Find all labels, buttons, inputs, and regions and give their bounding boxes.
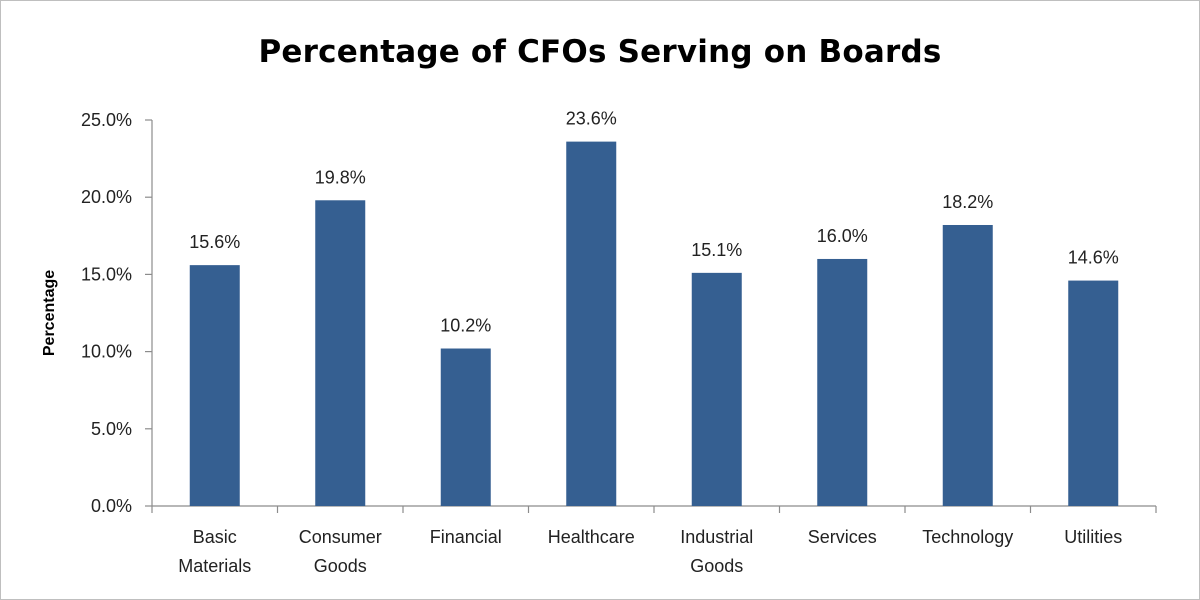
bar <box>691 272 742 506</box>
data-label: 18.2% <box>942 192 993 212</box>
bar <box>817 258 868 506</box>
data-labels: 15.6% 19.8% 10.2% 23.6% 15.1% 16.0% 18.2% 14.6% <box>189 109 1119 336</box>
data-label: 16.0% <box>817 226 868 246</box>
data-label: 10.2% <box>440 316 491 336</box>
x-tick-label: Utilities <box>1064 527 1122 547</box>
x-tick-label: Services <box>808 527 877 547</box>
data-label: 19.8% <box>315 167 366 187</box>
y-tick-label: 10.0% <box>81 342 132 362</box>
data-label: 15.1% <box>691 240 742 260</box>
category-labels: Basic Materials Consumer Goods Financial Heal… <box>178 527 1122 576</box>
x-tick-label: Technology <box>922 527 1013 547</box>
x-tick-label: Consumer <box>299 527 382 547</box>
x-tick-label: Goods <box>690 556 743 576</box>
y-tick-label: 25.0% <box>81 110 132 130</box>
y-axis: 0.0% 5.0% 10.0% 15.0% 20.0% 25.0% <box>81 110 153 516</box>
bar <box>440 348 491 506</box>
bar <box>1068 280 1119 506</box>
bar <box>315 200 366 506</box>
y-tick-label: 0.0% <box>91 496 132 516</box>
x-tick-label: Financial <box>430 527 502 547</box>
bars <box>189 141 1119 506</box>
y-axis-title: Percentage <box>41 270 58 356</box>
bar <box>189 265 240 506</box>
x-tick-label: Goods <box>314 556 367 576</box>
x-tick-label: Materials <box>178 556 251 576</box>
x-tick-label: Industrial <box>680 527 753 547</box>
data-label: 14.6% <box>1068 248 1119 268</box>
y-tick-label: 5.0% <box>91 419 132 439</box>
y-tick-label: 15.0% <box>81 264 132 284</box>
data-label: 15.6% <box>189 232 240 252</box>
chart-title: Percentage of CFOs Serving on Boards <box>258 34 942 70</box>
x-tick-label: Basic <box>193 527 237 547</box>
x-axis <box>151 505 1157 513</box>
bar <box>566 141 617 506</box>
x-tick-label: Healthcare <box>548 527 635 547</box>
y-tick-label: 20.0% <box>81 187 132 207</box>
data-label: 23.6% <box>566 109 617 129</box>
bar <box>942 224 993 506</box>
